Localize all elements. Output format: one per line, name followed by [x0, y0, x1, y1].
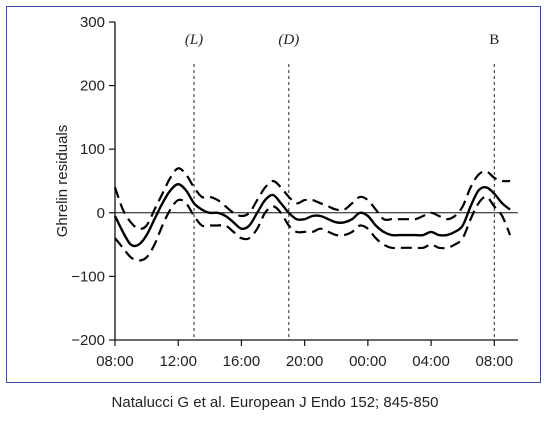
ghrelin-chart: −200 −100 0 100 200 300 08:00 12:00 16:00 20:00 00… — [54, 14, 518, 370]
y-tick-label: 300 — [80, 14, 105, 31]
series-line-ci-2 — [114, 195, 512, 262]
x-tick-label: 08:00 — [476, 353, 514, 370]
event-marker-label: (D) — [278, 32, 299, 48]
event-marker-label: B — [489, 32, 499, 48]
y-axis-label: Ghrelin residuals — [54, 125, 71, 238]
figure-frame — [6, 6, 541, 383]
series-line-mean — [113, 183, 511, 248]
x-tick-label: 04:00 — [412, 353, 450, 370]
x-tick-label: 08:00 — [96, 353, 134, 370]
y-tick-label: 0 — [97, 205, 105, 222]
x-tick-label: 16:00 — [223, 353, 261, 370]
y-tick-label: 100 — [80, 141, 105, 158]
chart-area: −200 −100 0 100 200 300 08:00 12:00 16:00 20:00 00… — [54, 14, 518, 370]
x-tick-label: 00:00 — [349, 353, 387, 370]
y-tick-label: −200 — [71, 332, 105, 349]
y-tick-label: −100 — [71, 268, 105, 285]
event-marker-label: (L) — [185, 32, 203, 48]
series-line-ci-1 — [113, 167, 511, 230]
x-tick-label: 12:00 — [159, 353, 197, 370]
y-tick-label: 200 — [80, 78, 105, 95]
x-tick-label: 20:00 — [286, 353, 324, 370]
figure-caption: Natalucci G et al. European J Endo 152; … — [111, 394, 439, 411]
